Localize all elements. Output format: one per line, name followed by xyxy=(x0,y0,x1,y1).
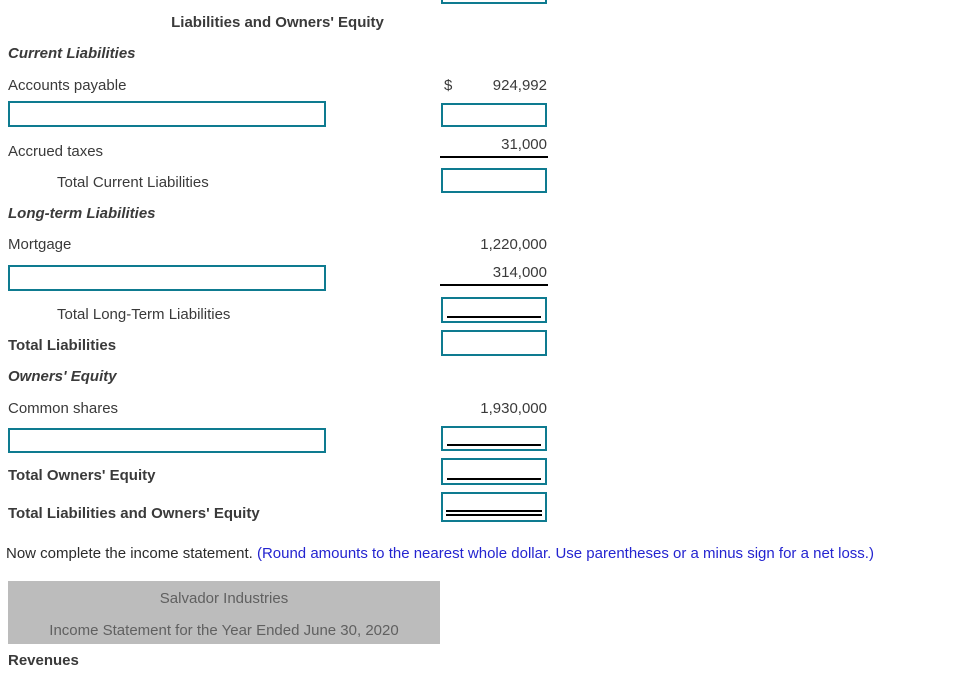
total-equity-input[interactable] xyxy=(443,460,545,483)
statement-subtitle: Income Statement for the Year Ended June… xyxy=(49,622,399,639)
accrued-taxes-label: Accrued taxes xyxy=(8,143,104,160)
total-liabilities-and-equity-label: Total Liabilities and Owners' Equity xyxy=(8,505,260,522)
input-box-top-partial[interactable] xyxy=(441,0,547,4)
total-liabilities-input[interactable] xyxy=(443,332,545,354)
owners-equity-header: Owners' Equity xyxy=(8,368,117,385)
mortgage-amount: 1,220,000 xyxy=(480,236,547,253)
instruction-note: (Round amounts to the nearest whole doll… xyxy=(256,545,874,562)
accounts-payable-amount: 924,992 xyxy=(492,77,547,94)
input-box-total-equity[interactable] xyxy=(441,458,547,485)
input-box-description-current[interactable] xyxy=(8,101,326,127)
common-shares-label: Common shares xyxy=(8,400,119,417)
instruction-text: Now complete the income statement. (Roun… xyxy=(6,545,966,562)
total-liabilities-and-equity-input[interactable] xyxy=(443,494,545,520)
input-box-description-equity[interactable] xyxy=(8,428,326,453)
income-statement-header: Salvador Industries Income Statement for… xyxy=(8,581,440,644)
input-box-amount-current[interactable] xyxy=(441,103,547,127)
accrued-taxes-amount: 31,000 xyxy=(440,137,548,158)
input-box-total-liabilities[interactable] xyxy=(441,330,547,356)
mortgage-label: Mortgage xyxy=(8,236,72,253)
total-owners-equity-label: Total Owners' Equity xyxy=(8,467,156,484)
longterm-liabilities-header: Long-term Liabilities xyxy=(8,205,156,222)
balance-sheet-section-title: Liabilities and Owners' Equity xyxy=(171,14,384,31)
longterm-second-amount: 314,000 xyxy=(440,265,548,286)
amount-equity-input[interactable] xyxy=(443,428,545,449)
input-box-total-liabilities-and-equity[interactable] xyxy=(441,492,547,522)
total-longterm-liabilities-label: Total Long-Term Liabilities xyxy=(57,306,231,323)
instruction-lead: Now complete the income statement. xyxy=(6,545,257,562)
description-equity-input[interactable] xyxy=(10,430,324,451)
description-longterm-input[interactable] xyxy=(10,267,324,289)
dollar-sign: $ xyxy=(444,77,453,94)
accounts-payable-label: Accounts payable xyxy=(8,77,127,94)
description-current-input[interactable] xyxy=(10,103,324,125)
company-name: Salvador Industries xyxy=(159,590,289,607)
common-shares-amount: 1,930,000 xyxy=(480,400,547,417)
total-liabilities-label: Total Liabilities xyxy=(8,337,117,354)
input-box-amount-equity[interactable] xyxy=(441,426,547,451)
top-partial-input[interactable] xyxy=(443,0,545,2)
input-box-total-longterm[interactable] xyxy=(441,297,547,323)
input-box-total-current[interactable] xyxy=(441,168,547,193)
total-current-liabilities-label: Total Current Liabilities xyxy=(57,174,209,191)
input-box-description-longterm[interactable] xyxy=(8,265,326,291)
current-liabilities-header: Current Liabilities xyxy=(8,45,136,62)
total-longterm-input[interactable] xyxy=(443,299,545,321)
total-current-input[interactable] xyxy=(443,170,545,191)
amount-current-input[interactable] xyxy=(443,105,545,125)
revenues-header: Revenues xyxy=(8,652,79,669)
